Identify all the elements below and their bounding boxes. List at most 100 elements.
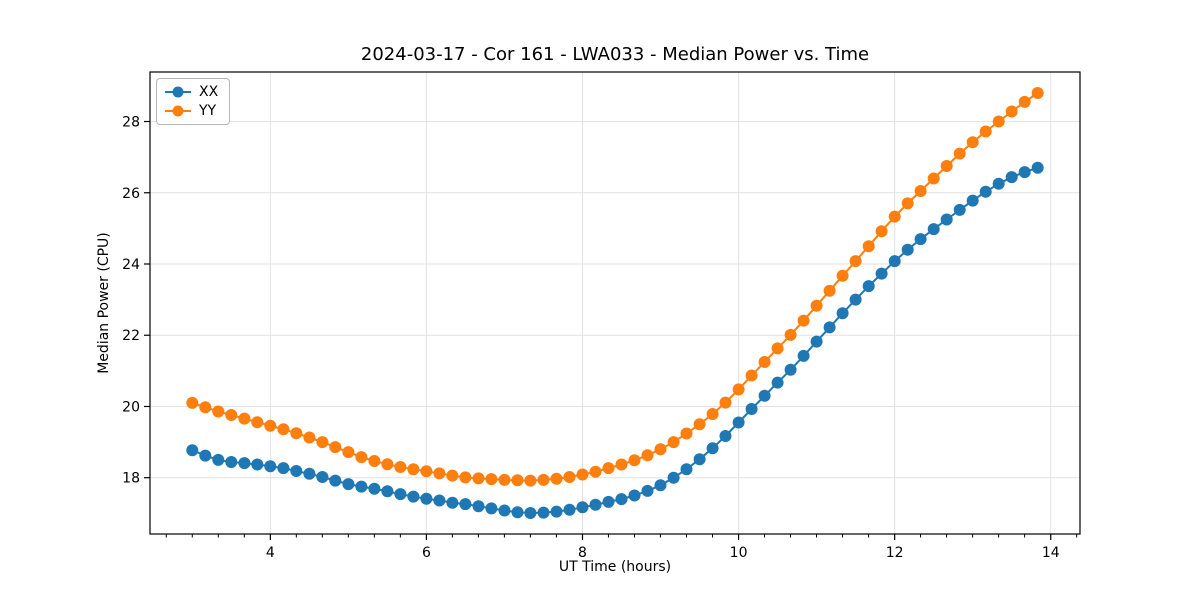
data-point: [550, 505, 563, 518]
legend-marker-xx-icon: [165, 86, 191, 98]
data-point: [485, 502, 498, 515]
data-point: [654, 479, 667, 492]
y-tick-label: 24: [122, 257, 140, 273]
x-tick-label: 8: [578, 545, 587, 561]
data-point: [706, 442, 719, 455]
data-point: [732, 383, 745, 396]
y-tick-label: 22: [122, 328, 140, 344]
data-point: [901, 243, 914, 256]
data-point: [888, 255, 901, 268]
data-point: [316, 471, 329, 483]
data-point: [264, 419, 277, 432]
data-point: [277, 423, 290, 436]
data-point: [186, 396, 199, 409]
data-point: [303, 467, 316, 480]
data-point: [264, 460, 277, 473]
data-point: [979, 125, 992, 138]
data-point: [199, 449, 212, 462]
data-point: [225, 409, 238, 421]
data-point: [511, 506, 524, 519]
data-point: [394, 488, 407, 501]
data-point: [225, 456, 238, 468]
data-point: [641, 449, 654, 462]
data-point: [589, 465, 602, 478]
data-point: [693, 418, 706, 431]
x-tick-label: 14: [1042, 545, 1060, 561]
data-point: [953, 147, 966, 160]
data-point: [641, 484, 654, 497]
data-point: [602, 495, 615, 508]
data-point: [849, 293, 862, 306]
data-point: [524, 507, 537, 519]
data-point: [654, 443, 667, 456]
legend-entry-xx: XX: [165, 84, 218, 100]
y-tick-label: 28: [122, 115, 140, 131]
data-point: [797, 314, 810, 327]
data-point: [706, 408, 719, 420]
data-point: [862, 280, 875, 293]
data-point: [251, 416, 264, 429]
data-point: [784, 363, 797, 376]
data-point: [602, 462, 615, 475]
data-point: [667, 436, 680, 449]
data-point: [290, 427, 303, 440]
y-tick-label: 18: [122, 471, 140, 487]
data-point: [836, 307, 849, 320]
data-point: [732, 416, 745, 429]
data-point: [524, 474, 537, 487]
data-point: [927, 223, 940, 236]
data-point: [719, 396, 732, 409]
data-point: [537, 506, 550, 519]
data-point: [277, 462, 290, 475]
data-point: [1005, 105, 1018, 118]
y-axis-label: Median Power (CPU): [96, 232, 112, 374]
data-point: [251, 458, 264, 471]
data-point: [745, 369, 758, 382]
x-tick-label: 12: [886, 545, 904, 561]
data-point: [745, 403, 758, 415]
data-point: [927, 172, 940, 185]
plot-border: [149, 71, 1081, 535]
data-point: [563, 471, 576, 483]
data-point: [446, 496, 459, 509]
data-point: [1031, 87, 1044, 99]
data-point: [446, 469, 459, 482]
y-tick-label: 26: [122, 186, 140, 202]
data-point: [1018, 95, 1031, 108]
data-point: [758, 389, 771, 402]
data-point: [420, 465, 433, 478]
data-point: [563, 503, 576, 516]
data-point: [407, 490, 420, 503]
data-point: [1018, 166, 1031, 179]
data-point: [966, 194, 979, 207]
data-point: [680, 463, 693, 476]
data-point: [303, 431, 316, 444]
legend-label-yy: YY: [199, 103, 217, 119]
data-point: [888, 210, 901, 223]
data-point: [693, 453, 706, 466]
data-point: [394, 461, 407, 473]
data-point: [355, 451, 368, 464]
data-point: [771, 376, 784, 389]
data-point: [420, 492, 433, 505]
series-line: [191, 92, 1039, 482]
x-axis-label: UT Time (hours): [558, 559, 672, 575]
data-point: [784, 328, 797, 341]
data-point: [589, 498, 602, 511]
data-point: [407, 463, 420, 476]
data-point: [498, 504, 511, 517]
data-point: [459, 471, 472, 484]
data-point: [628, 489, 641, 502]
data-point: [537, 473, 550, 486]
data-point: [316, 436, 329, 449]
series-line: [191, 166, 1039, 514]
data-point: [628, 454, 641, 467]
data-point: [823, 284, 836, 297]
data-point: [849, 255, 862, 268]
data-point: [914, 233, 927, 246]
data-point: [823, 321, 836, 334]
data-point: [550, 472, 563, 485]
data-point: [979, 185, 992, 198]
data-point: [810, 335, 823, 348]
